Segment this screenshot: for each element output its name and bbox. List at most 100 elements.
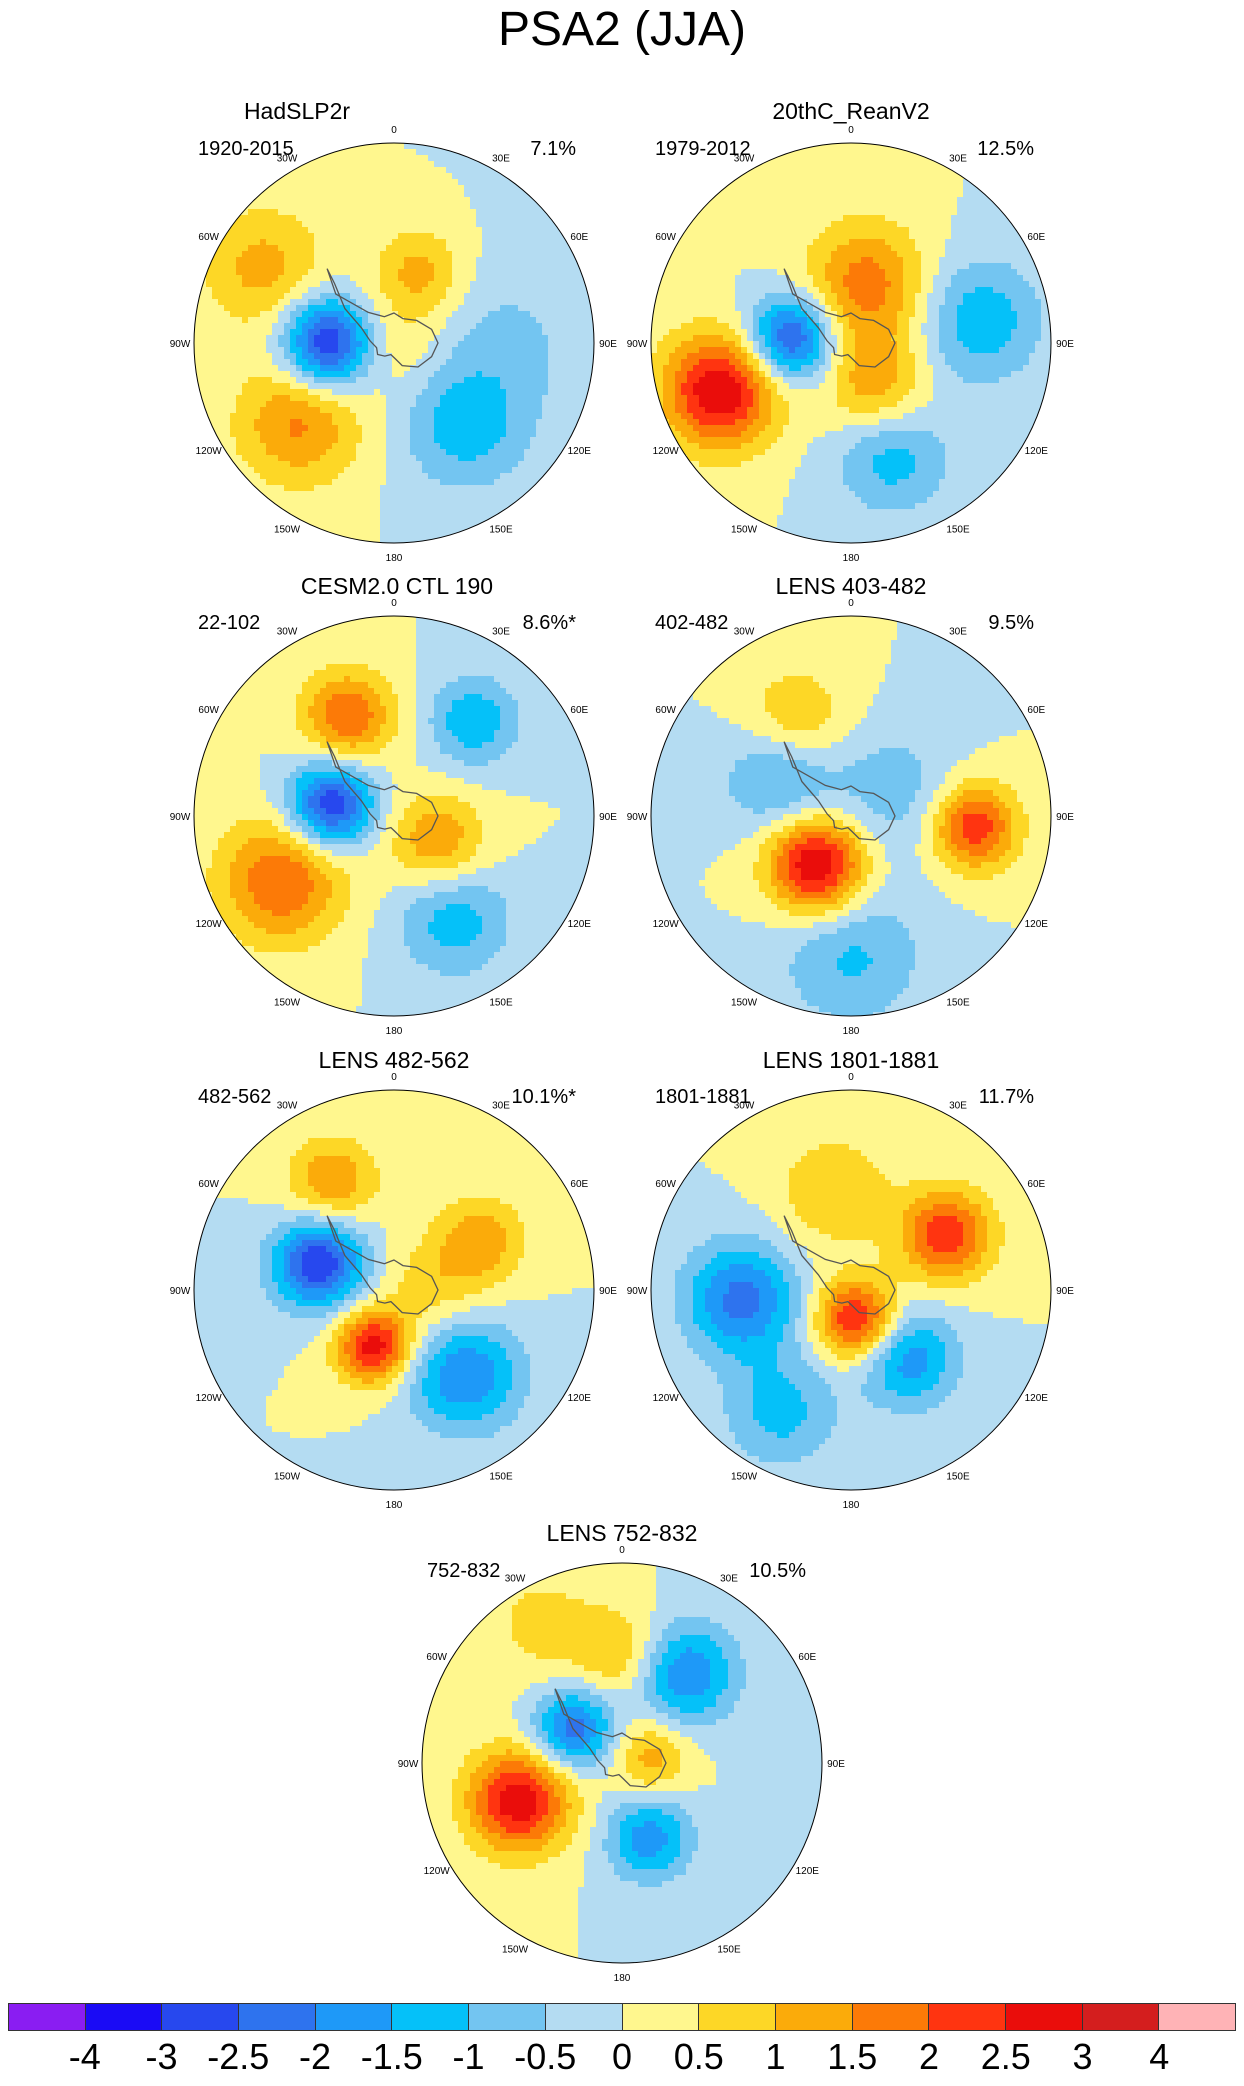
longitude-label: 120E	[796, 1866, 820, 1877]
coastline	[783, 268, 896, 368]
coastline	[326, 1215, 439, 1315]
colorbar-swatch	[545, 2004, 623, 2030]
longitude-label: 60W	[655, 1179, 676, 1190]
colorbar-tick-label: -3	[145, 2036, 177, 2078]
map-boundary	[650, 1089, 1052, 1491]
panel-period: 1920-2015	[198, 138, 294, 161]
longitude-label: 0	[391, 598, 397, 609]
colorbar-swatch	[469, 2004, 546, 2030]
colorbar-tick-label: 0.5	[674, 2036, 724, 2078]
longitude-label: 60E	[570, 232, 588, 243]
longitude-label: 120E	[1025, 919, 1049, 930]
panel-period: 482-562	[198, 1086, 271, 1109]
colorbar-swatch	[852, 2004, 930, 2030]
panel-title: LENS 752-832	[402, 1520, 842, 1547]
longitude-label: 60E	[1027, 232, 1045, 243]
panel-percent: 11.7%	[928, 1086, 1034, 1109]
colorbar-tick-label: -2.5	[207, 2036, 269, 2078]
longitude-label: 30W	[734, 627, 755, 638]
longitude-label: 30E	[492, 1101, 510, 1112]
colorbar-tick-label: -2	[299, 2036, 331, 2078]
map-boundary	[421, 1562, 823, 1964]
map-boundary	[193, 1089, 595, 1491]
coastline	[326, 741, 439, 841]
longitude-label: 60E	[570, 705, 588, 716]
longitude-label: 180	[614, 1973, 631, 1984]
panel-period: 752-832	[427, 1560, 500, 1583]
longitude-label: 30W	[734, 154, 755, 165]
coastline	[783, 1215, 896, 1315]
colorbar-swatch	[1159, 2004, 1235, 2030]
colorbar-tick-label: 1	[765, 2036, 785, 2078]
longitude-label: 120W	[196, 446, 223, 457]
longitude-label: 60E	[1027, 705, 1045, 716]
panel-percent: 10.5%	[700, 1560, 806, 1583]
longitude-label: 30W	[277, 154, 298, 165]
panel-period: 22-102	[198, 612, 260, 635]
colorbar-swatch	[622, 2004, 700, 2030]
colorbar-swatch	[775, 2004, 853, 2030]
longitude-label: 30E	[949, 154, 967, 165]
longitude-label: 60E	[1027, 1179, 1045, 1190]
colorbar-swatch	[162, 2004, 240, 2030]
map-boundary	[650, 142, 1052, 544]
longitude-label: 150E	[489, 997, 513, 1008]
panel-title: LENS 1801-1881	[631, 1047, 1071, 1074]
panel-title: 20thC_ReanV2	[631, 98, 1071, 125]
colorbar-swatch	[9, 2004, 86, 2030]
longitude-label: 60E	[798, 1652, 816, 1663]
longitude-label: 30E	[949, 627, 967, 638]
longitude-label: 150E	[717, 1944, 741, 1955]
longitude-label: 180	[386, 1500, 403, 1511]
longitude-label: 120E	[568, 919, 592, 930]
longitude-label: 180	[843, 1500, 860, 1511]
longitude-label: 120W	[196, 919, 223, 930]
panel-title: LENS 403-482	[631, 573, 1071, 600]
longitude-label: 150W	[731, 997, 758, 1008]
longitude-label: 90W	[398, 1759, 419, 1770]
longitude-label: 90E	[827, 1759, 845, 1770]
longitude-label: 90W	[170, 339, 191, 350]
longitude-label: 120W	[196, 1393, 223, 1404]
longitude-label: 60W	[655, 232, 676, 243]
colorbar-tick-label: -1	[452, 2036, 484, 2078]
longitude-label: 30E	[720, 1574, 738, 1585]
colorbar-tick-label: 1.5	[827, 2036, 877, 2078]
panel-percent: 7.1%	[470, 138, 576, 161]
longitude-label: 90W	[170, 1286, 191, 1297]
longitude-label: 90E	[1056, 339, 1074, 350]
colorbar-labels: -4 -3 -2.5 -2 -1.5 -1 -0.5 0 0.5 1 1.5 2 2.5 3 4	[8, 2036, 1236, 2078]
longitude-label: 60W	[198, 705, 219, 716]
colorbar-swatch	[1082, 2004, 1160, 2030]
colorbar-tick-label: 0	[612, 2036, 632, 2078]
longitude-label: 90E	[599, 1286, 617, 1297]
panel-percent: 9.5%	[928, 612, 1034, 635]
colorbar-tick-label: 2	[919, 2036, 939, 2078]
longitude-label: 150W	[274, 997, 301, 1008]
longitude-label: 0	[391, 1072, 397, 1083]
colorbar-tick-label: 3	[1072, 2036, 1092, 2078]
coastline	[554, 1688, 667, 1788]
longitude-label: 120W	[653, 919, 680, 930]
colorbar-swatch	[239, 2004, 316, 2030]
longitude-label: 60W	[198, 232, 219, 243]
longitude-label: 90W	[627, 339, 648, 350]
colorbar-tick-label: 2.5	[981, 2036, 1031, 2078]
colorbar-swatch	[85, 2004, 163, 2030]
longitude-label: 30E	[949, 1101, 967, 1112]
longitude-label: 30E	[492, 627, 510, 638]
longitude-label: 60W	[198, 1179, 219, 1190]
longitude-label: 150E	[946, 997, 970, 1008]
longitude-label: 120W	[653, 446, 680, 457]
longitude-label: 30W	[277, 627, 298, 638]
longitude-label: 60W	[426, 1652, 447, 1663]
panel-period: 1801-1881	[655, 1086, 751, 1109]
panel-title: HadSLP2r	[77, 98, 517, 125]
longitude-label: 180	[386, 553, 403, 564]
longitude-label: 0	[848, 1072, 854, 1083]
